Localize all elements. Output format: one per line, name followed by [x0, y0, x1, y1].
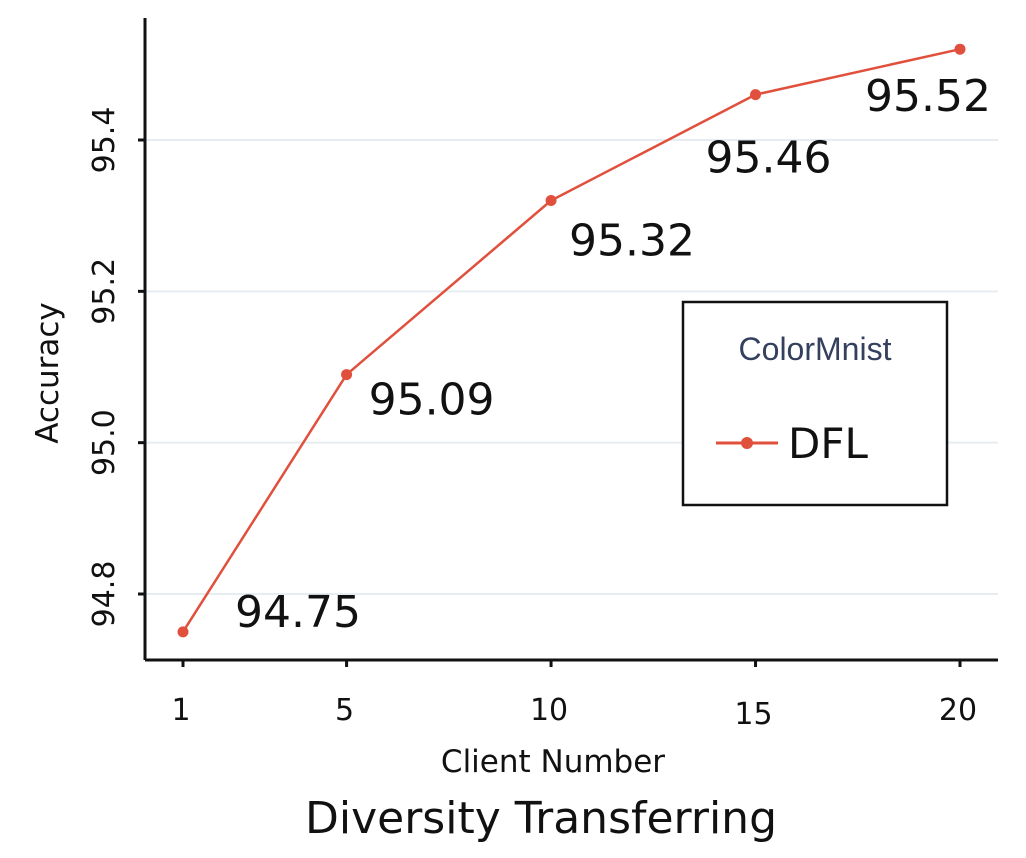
legend-dfl-dot-marker [741, 437, 753, 449]
y-axis-ticks: 94.8 95.0 95.2 95.4 [87, 107, 145, 628]
x-axis-ticks: 1 5 10 15 20 [171, 660, 977, 732]
legend-box [681, 300, 949, 507]
data-point-0 [177, 626, 189, 638]
y-tick-label-0: 94.8 [87, 561, 122, 628]
data-point-1 [341, 369, 353, 381]
data-label-1: 95.09 [369, 375, 495, 426]
x-tick-label-2: 10 [530, 693, 568, 728]
data-point-2 [545, 195, 557, 207]
legend-title: ColorMnist [739, 331, 892, 367]
y-tick-label-3: 95.4 [87, 107, 122, 174]
y-tick-label-2: 95.2 [87, 258, 122, 325]
axes [143, 18, 998, 662]
x-tick-label-1: 5 [335, 693, 354, 728]
x-tick-label-0: 1 [171, 693, 190, 728]
legend: ColorMnist DFL [681, 300, 949, 507]
x-tick-label-3: 15 [734, 697, 772, 732]
y-axis-label: Accuracy [30, 302, 66, 444]
data-label-4: 95.52 [865, 71, 991, 122]
data-point-4 [954, 43, 966, 55]
y-tick-label-1: 95.0 [87, 409, 122, 476]
data-label-2: 95.32 [569, 216, 695, 267]
series-dfl [177, 43, 966, 638]
x-tick-label-4: 20 [939, 693, 977, 728]
x-axis-label: Client Number [441, 744, 665, 780]
legend-entry-dfl: DFL [788, 419, 868, 468]
data-label-3: 95.46 [706, 133, 832, 184]
data-label-0: 94.75 [235, 587, 361, 638]
data-point-3 [750, 89, 762, 101]
chart-title: Diversity Transferring [305, 793, 777, 844]
